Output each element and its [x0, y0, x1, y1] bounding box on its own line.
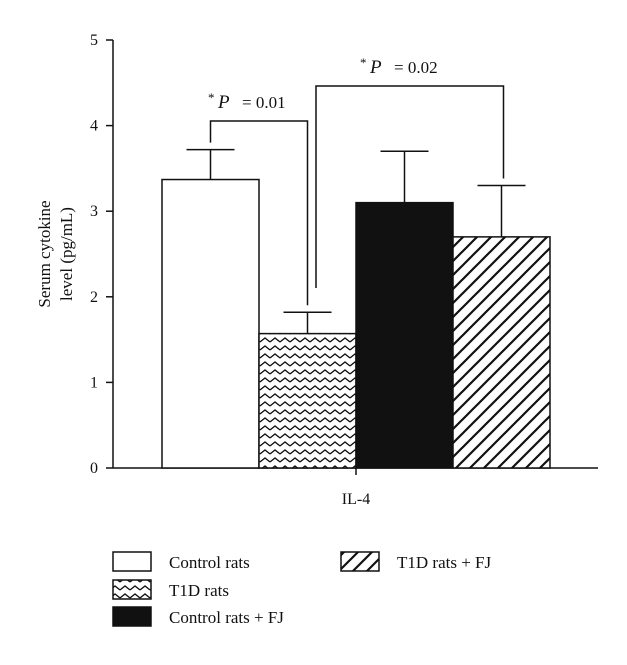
legend-label: T1D rats + FJ [397, 553, 491, 572]
significance-star: * [360, 55, 367, 70]
bar [452, 236, 551, 469]
y-axis-title-line: Serum cytokine [35, 200, 54, 307]
annotations: * P = 0.01* P = 0.02 [208, 55, 505, 306]
y-tick-label: 1 [90, 374, 98, 391]
bar [355, 201, 454, 469]
legend: Control rats T1D rats Control rats + FJ T1D… [112, 551, 491, 627]
legend-swatch [112, 579, 152, 600]
y-axis-title: Serum cytokine level (pg/mL) [35, 200, 76, 307]
significance-bracket [315, 85, 505, 288]
legend-swatch [340, 551, 380, 572]
legend-label: Control rats + FJ [169, 608, 284, 627]
bar [161, 178, 260, 469]
significance-bracket [209, 120, 309, 306]
bars [161, 148, 551, 469]
p-value-label: = 0.01 [242, 93, 286, 112]
y-tick-label: 5 [90, 32, 98, 49]
p-symbol: P [369, 57, 382, 78]
significance-star: * [208, 90, 215, 105]
p-value-label: = 0.02 [394, 58, 438, 77]
y-tick-label: 3 [90, 203, 98, 220]
legend-label: Control rats [169, 553, 250, 572]
y-axis-title-line: level (pg/mL) [57, 207, 76, 301]
x-tick-label: IL-4 [342, 491, 370, 508]
y-tick-label: 2 [90, 289, 98, 306]
legend-swatch [112, 606, 152, 627]
legend-swatch [112, 551, 152, 572]
legend-label: T1D rats [169, 581, 229, 600]
y-tick-label: 0 [90, 460, 98, 477]
y-tick-label: 4 [90, 118, 98, 135]
bar [258, 332, 357, 469]
p-symbol: P [217, 92, 230, 113]
